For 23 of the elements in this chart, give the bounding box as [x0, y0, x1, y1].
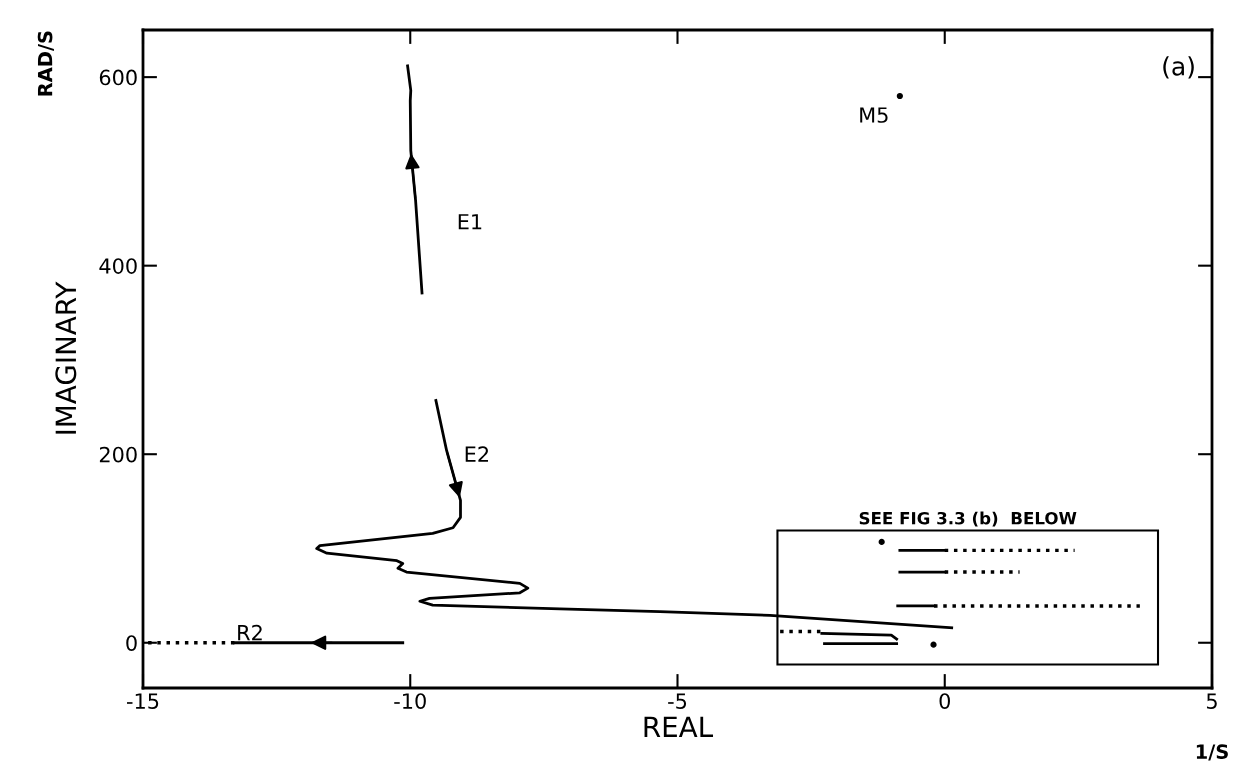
series-label: R2	[238, 624, 262, 641]
x-tick-label: -15	[127, 693, 159, 709]
point	[930, 641, 937, 648]
y-tick-label: 400	[99, 258, 137, 274]
series-label: E1	[458, 214, 482, 230]
y-tick-label: 200	[99, 446, 137, 463]
line-series	[406, 64, 424, 295]
x-tick-label: 5	[1206, 693, 1217, 709]
x-tick-label: -10	[394, 693, 426, 709]
x-tick-label: -5	[668, 693, 687, 709]
annotation: (a)	[1163, 56, 1194, 79]
annotation: SEE FIG 3.3 (b) BELOW	[859, 511, 1077, 527]
text: RAD/S	[37, 31, 54, 96]
series-label: M5	[860, 107, 888, 123]
point	[878, 538, 885, 545]
x-tick-label: 0	[939, 693, 950, 709]
text: 1/S	[1196, 744, 1228, 761]
y-tick-label: 0	[126, 635, 137, 651]
point	[896, 92, 903, 100]
y-tick-label: 600	[99, 69, 137, 86]
y-axis-title: IMAGINARY	[55, 281, 77, 434]
x-axis-title: REAL	[644, 716, 714, 737]
series-label: E2	[465, 446, 489, 462]
